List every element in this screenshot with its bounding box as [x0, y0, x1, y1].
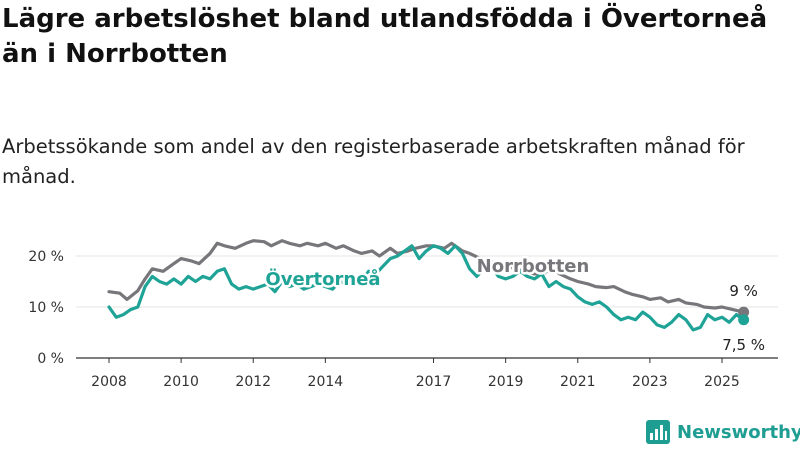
series-labels: 9 %7,5 %NorrbottenNorrbottenÖvertorneåÖv… [263, 254, 765, 354]
series-name-label: Norrbotten [477, 256, 590, 277]
series-name-label: Övertorneå [265, 268, 380, 290]
series-endpoint-norrbotten [738, 306, 750, 318]
series-endpoint-overtornea [738, 314, 750, 326]
x-tick-label: 2017 [416, 374, 452, 390]
y-tick-label: 20 % [28, 249, 64, 265]
y-axis: 0 % 10 % 20 % [28, 249, 64, 367]
x-tick-label: 2012 [235, 374, 271, 390]
brand-name: Newsworthy [677, 421, 800, 443]
series-name-halo: Norrbotten [477, 256, 590, 277]
brand-logo: Newsworthy [645, 417, 800, 447]
y-tick-label: 0 % [37, 351, 64, 367]
chart-title: Lägre arbetslöshet bland utlandsfödda i … [2, 4, 768, 69]
x-tick-label: 2014 [308, 374, 344, 390]
x-axis: 2008 2010 2012 2014 2017 2019 2021 2023 2025 [76, 357, 778, 390]
x-tick-label: 2019 [488, 374, 524, 390]
chart-subtitle: Arbetssökande som andel av den registerb… [2, 135, 745, 188]
newsworthy-logo-icon [646, 420, 670, 444]
series-end-label: 9 % [729, 282, 758, 300]
series-name-halo: Övertorneå [265, 268, 380, 290]
x-tick-label: 2025 [704, 374, 740, 390]
series-lines [107, 239, 750, 332]
y-tick-label: 10 % [28, 300, 64, 316]
x-tick-label: 2023 [632, 374, 668, 390]
series-end-label: 7,5 % [722, 336, 765, 354]
gridlines [76, 255, 778, 308]
series-line-norrbotten [107, 239, 746, 314]
x-tick-label: 2008 [91, 374, 127, 390]
x-tick-label: 2010 [163, 374, 199, 390]
x-tick-label: 2021 [560, 374, 596, 390]
series-line-overtornea [107, 244, 746, 332]
